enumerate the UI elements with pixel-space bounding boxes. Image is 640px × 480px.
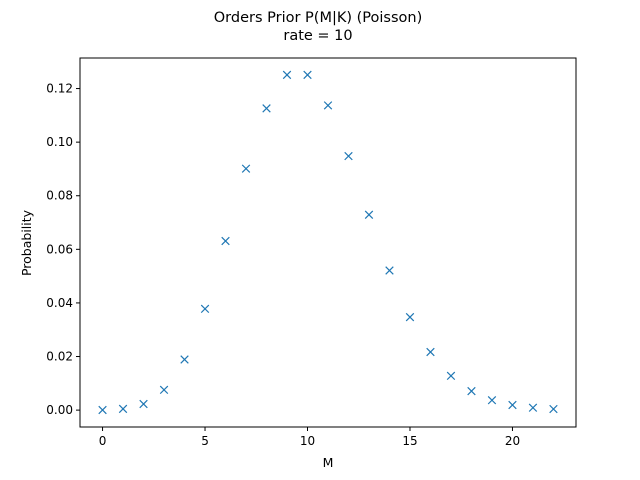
x-tick-label: 5 bbox=[201, 434, 209, 448]
data-point bbox=[426, 347, 435, 357]
data-point bbox=[528, 403, 538, 412]
plot-frame bbox=[79, 57, 577, 428]
x-tick-label: 0 bbox=[99, 434, 107, 448]
x-tick-label: 20 bbox=[505, 434, 520, 448]
y-tick-label: 0.10 bbox=[46, 135, 73, 149]
data-point bbox=[323, 101, 333, 110]
y-tick-label: 0.12 bbox=[46, 82, 73, 96]
data-point bbox=[200, 304, 210, 314]
data-point bbox=[221, 236, 230, 246]
x-axis-label: M bbox=[323, 455, 334, 470]
chart-subtitle: rate = 10 bbox=[283, 28, 352, 44]
y-tick-label: 0.04 bbox=[46, 296, 73, 310]
data-point bbox=[282, 70, 292, 80]
data-point bbox=[241, 164, 251, 173]
data-point bbox=[467, 386, 476, 396]
data-point bbox=[487, 395, 497, 405]
x-tick-label: 10 bbox=[300, 434, 315, 448]
data-point bbox=[159, 385, 169, 395]
y-tick-label: 0.08 bbox=[46, 189, 73, 203]
y-tick-label: 0.06 bbox=[46, 242, 73, 256]
axis-ticks: 0 5 10 15 20 0.00 0.02 0.04 0.06 0.08 0.10 0.12 bbox=[46, 82, 520, 448]
y-tick-label: 0.00 bbox=[46, 403, 73, 417]
data-point bbox=[139, 399, 148, 409]
data-point bbox=[549, 404, 558, 414]
data-point bbox=[446, 371, 456, 381]
x-tick-label: 15 bbox=[402, 434, 417, 448]
data-point bbox=[405, 312, 415, 322]
y-axis-label: Probability bbox=[19, 209, 34, 276]
data-point bbox=[118, 404, 128, 414]
data-point bbox=[508, 400, 517, 410]
data-point bbox=[262, 104, 271, 113]
data-points bbox=[98, 70, 558, 415]
data-point bbox=[180, 355, 189, 364]
data-point bbox=[303, 70, 312, 80]
chart-title: Orders Prior P(M|K) (Poisson) bbox=[214, 10, 422, 26]
data-point bbox=[364, 210, 374, 219]
y-tick-label: 0.02 bbox=[46, 350, 73, 364]
data-point bbox=[344, 151, 353, 161]
data-point bbox=[385, 266, 394, 275]
data-point bbox=[98, 405, 107, 415]
